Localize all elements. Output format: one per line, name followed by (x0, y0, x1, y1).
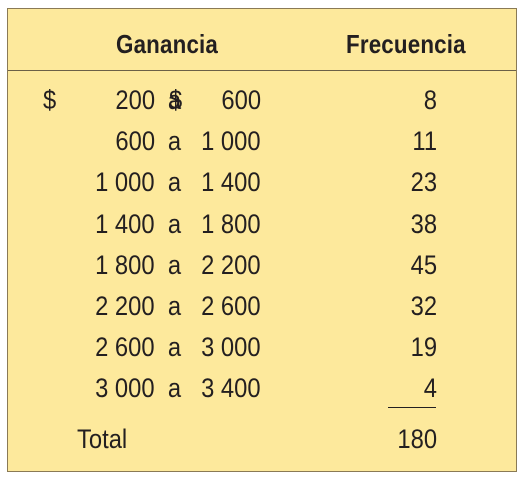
range-low: 2 200 (95, 291, 155, 321)
range-separator: a (167, 249, 182, 280)
total-rule (388, 407, 436, 408)
frequency-table: Ganancia Frecuencia $200 a $600 8 600 a 1 000 1… (7, 8, 517, 472)
range-low: 1 400 (95, 208, 155, 239)
frequency-value: 4 (423, 373, 437, 404)
range-high: 1 800 (201, 208, 261, 239)
range-low: 600 (115, 126, 155, 157)
frequency-value: 45 (410, 249, 437, 280)
table-row: 1 000 a 1 400 23 (8, 162, 516, 202)
column-header-gain: Ganancia (116, 29, 219, 59)
range-low: 1 000 (95, 167, 155, 198)
table-row: 2 200 a 2 600 32 (8, 286, 516, 326)
range-separator: a (167, 126, 182, 157)
frequency-value: 23 (410, 167, 437, 198)
range-high: 1 000 (201, 126, 261, 157)
range-high: 3 400 (201, 373, 261, 404)
range-high: 600 (221, 85, 261, 115)
range-high: 3 000 (201, 332, 261, 363)
range-high: 1 400 (201, 167, 261, 198)
range-low: 2 600 (95, 332, 155, 363)
frequency-value: 11 (412, 126, 437, 157)
table-row: 2 600 a 3 000 19 (8, 327, 516, 367)
range-low: 3 000 (95, 373, 155, 404)
currency-low: $ (43, 85, 57, 115)
range-separator: a (167, 85, 182, 115)
frequency-value: 38 (410, 208, 437, 239)
range-separator: a (167, 167, 182, 198)
table-header: Ganancia Frecuencia (8, 9, 516, 71)
range-high: 2 200 (201, 249, 261, 280)
table-row: $200 a $600 8 (8, 80, 516, 120)
range-separator: a (167, 332, 182, 363)
table-row: 3 000 a 3 400 4 (8, 368, 516, 408)
total-value: 180 (397, 424, 437, 454)
frequency-value: 8 (423, 85, 437, 115)
range-high: 2 600 (201, 291, 261, 321)
table-row: 1 400 a 1 800 38 (8, 204, 516, 244)
total-label: Total (77, 424, 128, 454)
range-separator: a (167, 208, 182, 239)
range-low: 200 (115, 85, 155, 115)
table-row: 600 a 1 000 11 (8, 121, 516, 161)
frequency-value: 32 (410, 291, 437, 321)
currency-high: $ (169, 85, 183, 115)
table-row: 1 800 a 2 200 45 (8, 245, 516, 285)
range-low: 1 800 (95, 249, 155, 280)
frequency-value: 19 (410, 332, 437, 363)
column-header-frequency: Frecuencia (346, 29, 466, 59)
range-separator: a (167, 373, 182, 404)
range-separator: a (167, 291, 182, 321)
